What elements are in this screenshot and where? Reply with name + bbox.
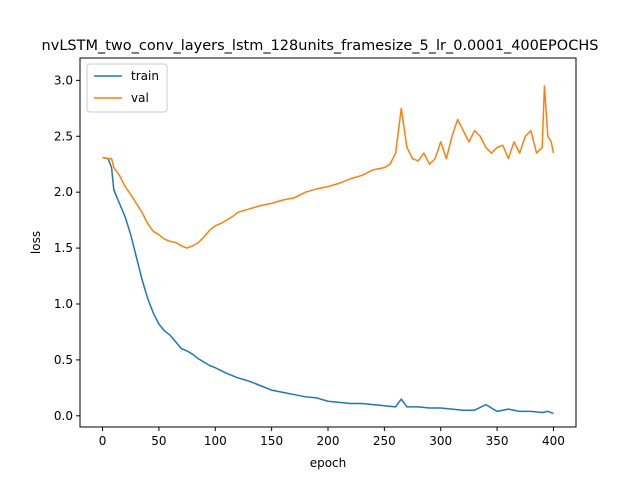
legend: train val xyxy=(86,63,168,113)
y-tick-label: 0.5 xyxy=(54,353,73,367)
x-tick-label: 200 xyxy=(317,434,340,448)
x-tick-label: 250 xyxy=(373,434,396,448)
y-tick-label: 0.0 xyxy=(54,409,73,423)
y-tick-label: 1.0 xyxy=(54,297,73,311)
y-tick-label: 1.5 xyxy=(54,241,73,255)
y-tick-label: 2.0 xyxy=(54,185,73,199)
legend-label-val: val xyxy=(131,91,149,105)
y-tick-label: 2.5 xyxy=(54,129,73,143)
x-tick-label: 400 xyxy=(542,434,565,448)
y-axis: 0.0 0.5 1.0 1.5 2.0 2.5 3.0 xyxy=(54,73,80,423)
x-axis-label: epoch xyxy=(310,456,347,470)
legend-label-train: train xyxy=(131,69,159,83)
x-tick-label: 100 xyxy=(204,434,227,448)
series-line-val xyxy=(102,85,555,249)
y-axis-label: loss xyxy=(29,231,43,254)
x-tick-label: 300 xyxy=(429,434,452,448)
plot-area xyxy=(80,58,576,427)
chart-title: nvLSTM_two_conv_layers_lstm_128units_fra… xyxy=(42,38,599,54)
series-layer xyxy=(102,85,555,415)
y-tick-label: 3.0 xyxy=(54,73,73,87)
x-tick-label: 350 xyxy=(486,434,509,448)
x-tick-label: 50 xyxy=(151,434,166,448)
x-tick-label: 0 xyxy=(99,434,107,448)
series-line-train xyxy=(102,156,554,415)
x-axis: 0 50 100 150 200 250 300 350 400 xyxy=(99,427,565,448)
x-tick-label: 150 xyxy=(260,434,283,448)
